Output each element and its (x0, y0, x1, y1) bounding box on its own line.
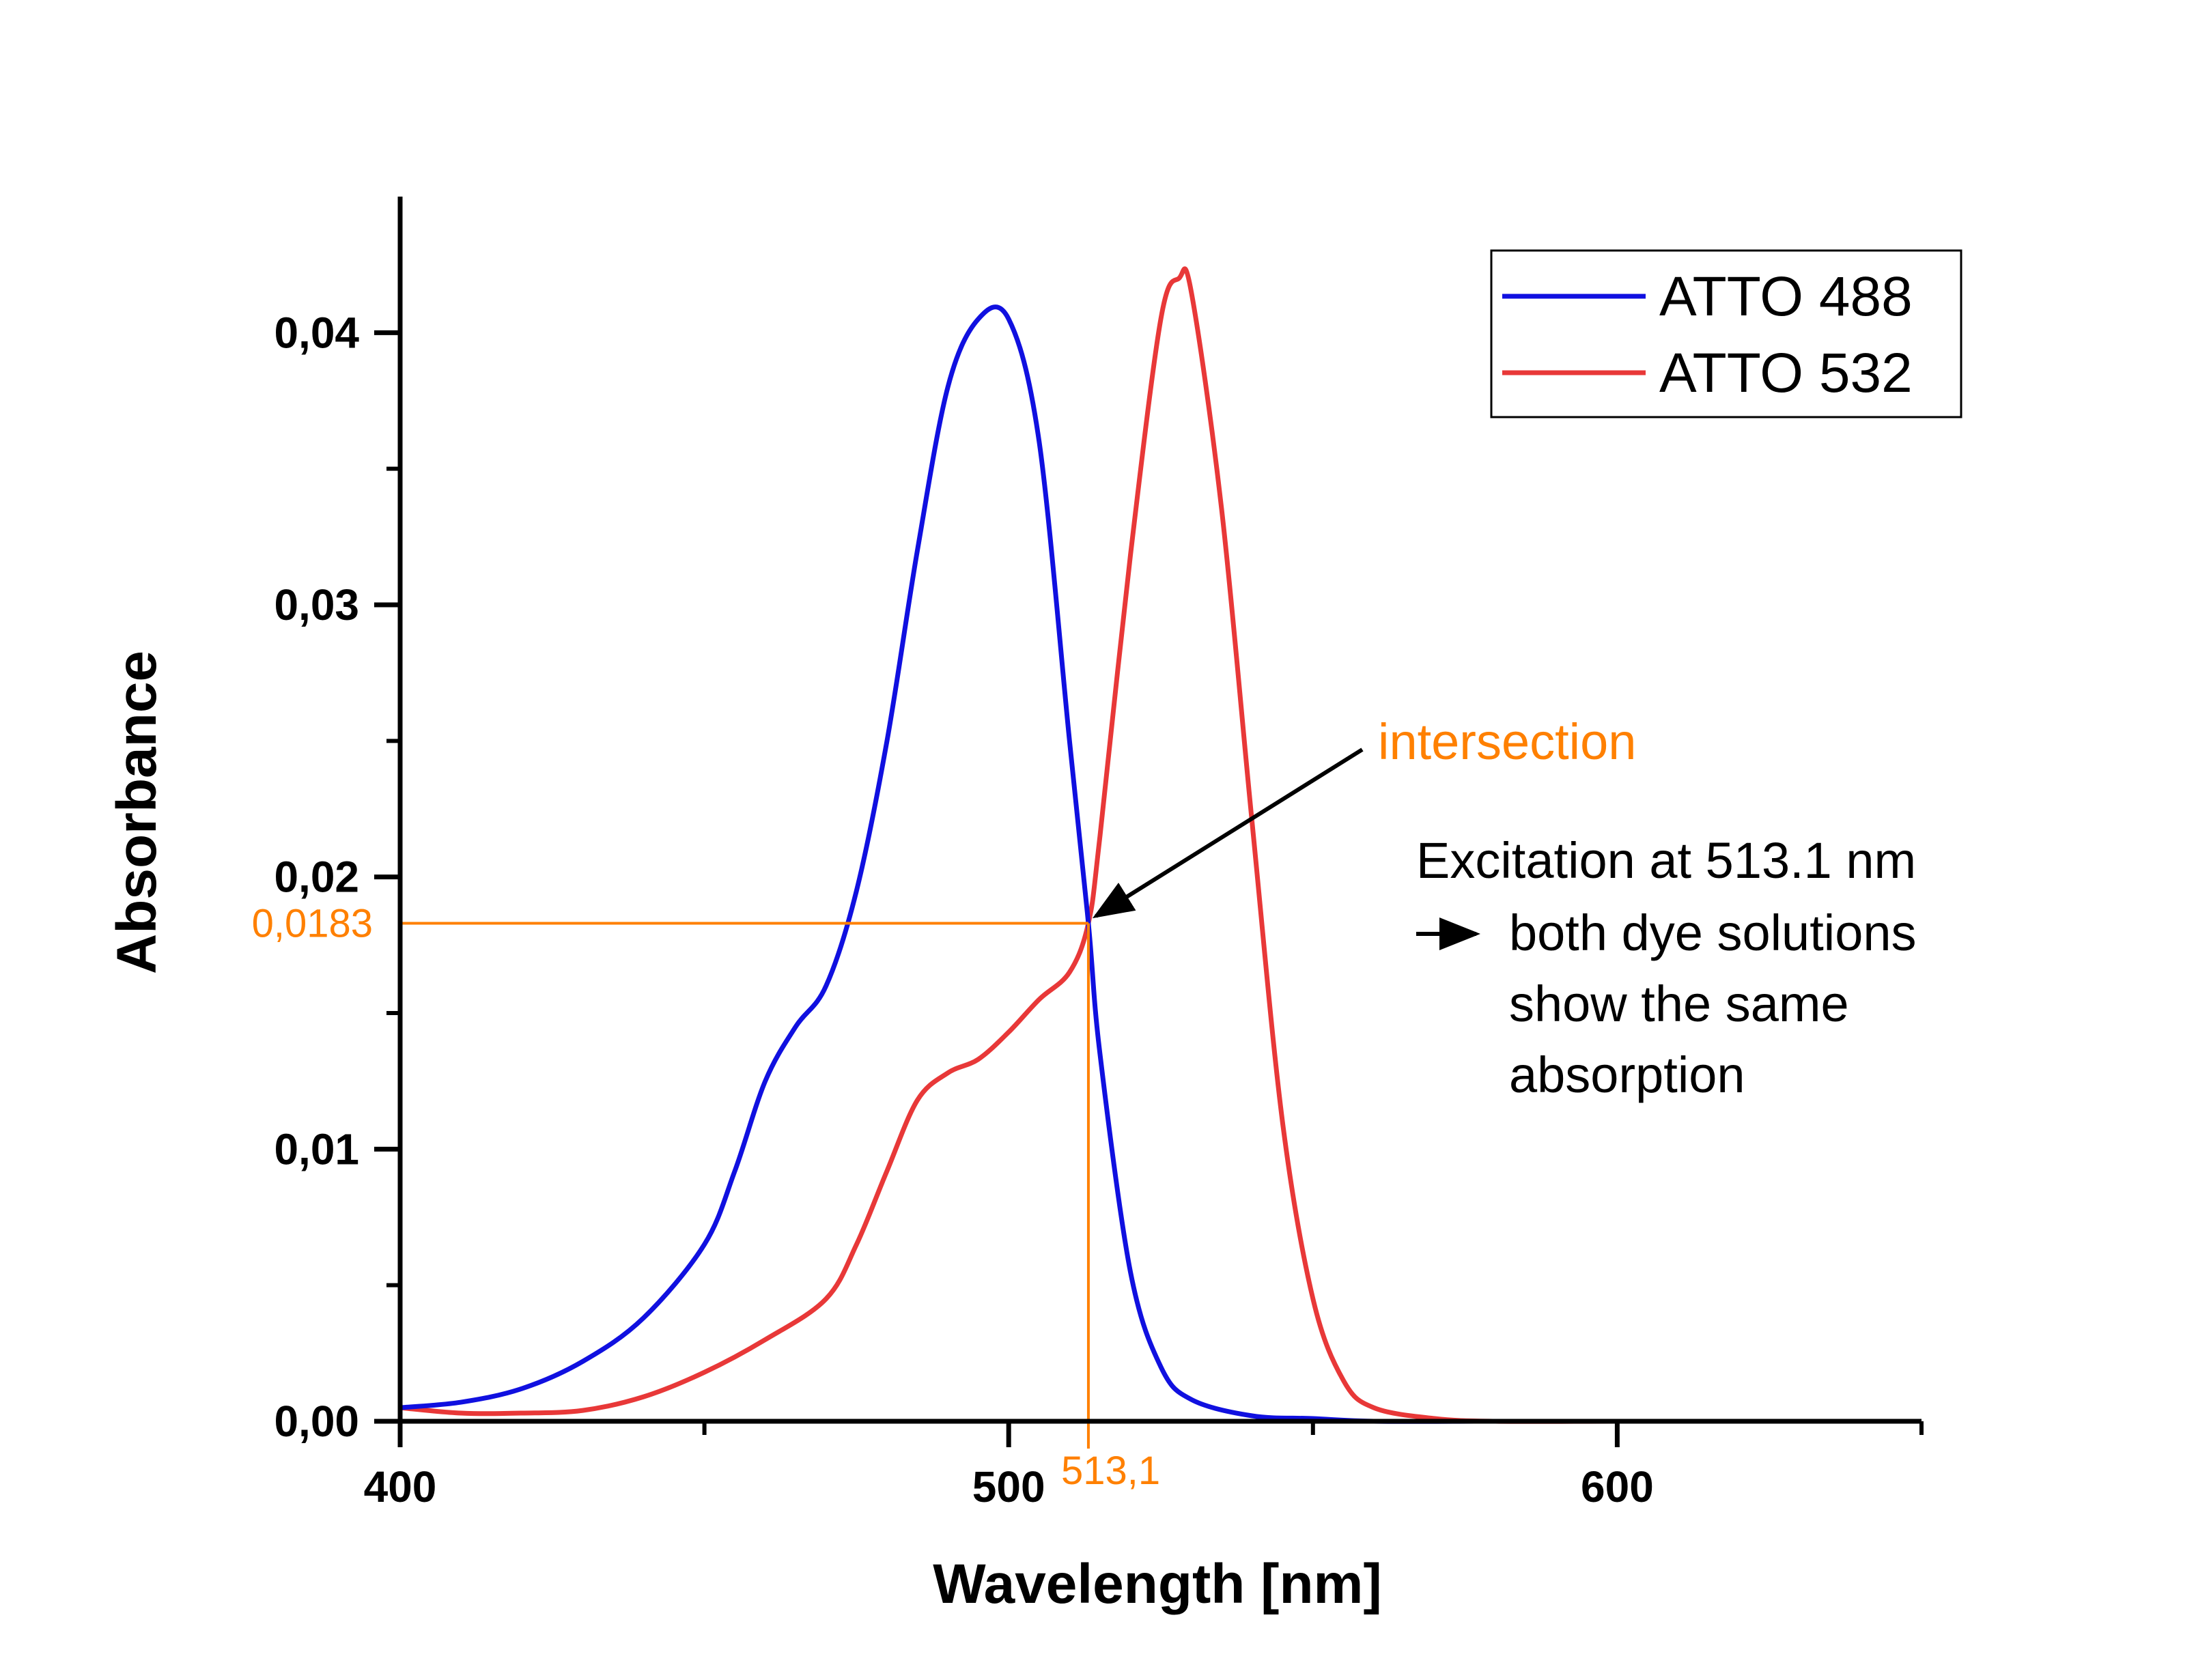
legend-label-atto-532: ATTO 532 (1659, 342, 1913, 404)
note-line-1: Excitation at 513.1 nm (1416, 832, 1916, 889)
note-line-4: absorption (1509, 1047, 1745, 1103)
excitation-note: Excitation at 513.1 nm both dye solution… (1416, 832, 1917, 1103)
series-line-atto-532 (397, 266, 1784, 1424)
intersection-y-label: 0,0183 (252, 901, 373, 945)
intersection-arrow (1092, 748, 1364, 919)
legend: ATTO 488 ATTO 532 (1490, 249, 1962, 418)
y-tick-label: 0,04 (274, 308, 359, 357)
note-line-2: both dye solutions (1509, 905, 1917, 961)
y-axis-title: Absorbance (106, 651, 168, 974)
x-tick-label: 400 (364, 1462, 437, 1511)
legend-label-atto-488: ATTO 488 (1659, 266, 1913, 328)
plot-layer: 513,1 0,0183 (252, 266, 1784, 1493)
x-tick-label: 600 (1581, 1462, 1654, 1511)
note-line-3: show the same (1509, 976, 1849, 1032)
y-tick-label: 0,02 (274, 853, 359, 902)
y-tick-label: 0,03 (274, 580, 359, 629)
x-tick-label: 500 (972, 1462, 1045, 1511)
x-axis-title: Wavelength [nm] (933, 1553, 1382, 1615)
intersection-x-label: 513,1 (1061, 1449, 1160, 1493)
tick-layer: 0,00 0,01 0,02 0,03 0,04 400 500 600 (274, 308, 1924, 1511)
legend-box (1490, 249, 1962, 418)
y-tick-label: 0,01 (274, 1124, 359, 1173)
series-line-atto-488 (397, 304, 1742, 1424)
intersection-label: intersection (1378, 713, 1636, 770)
y-tick-label: 0,00 (274, 1397, 359, 1446)
